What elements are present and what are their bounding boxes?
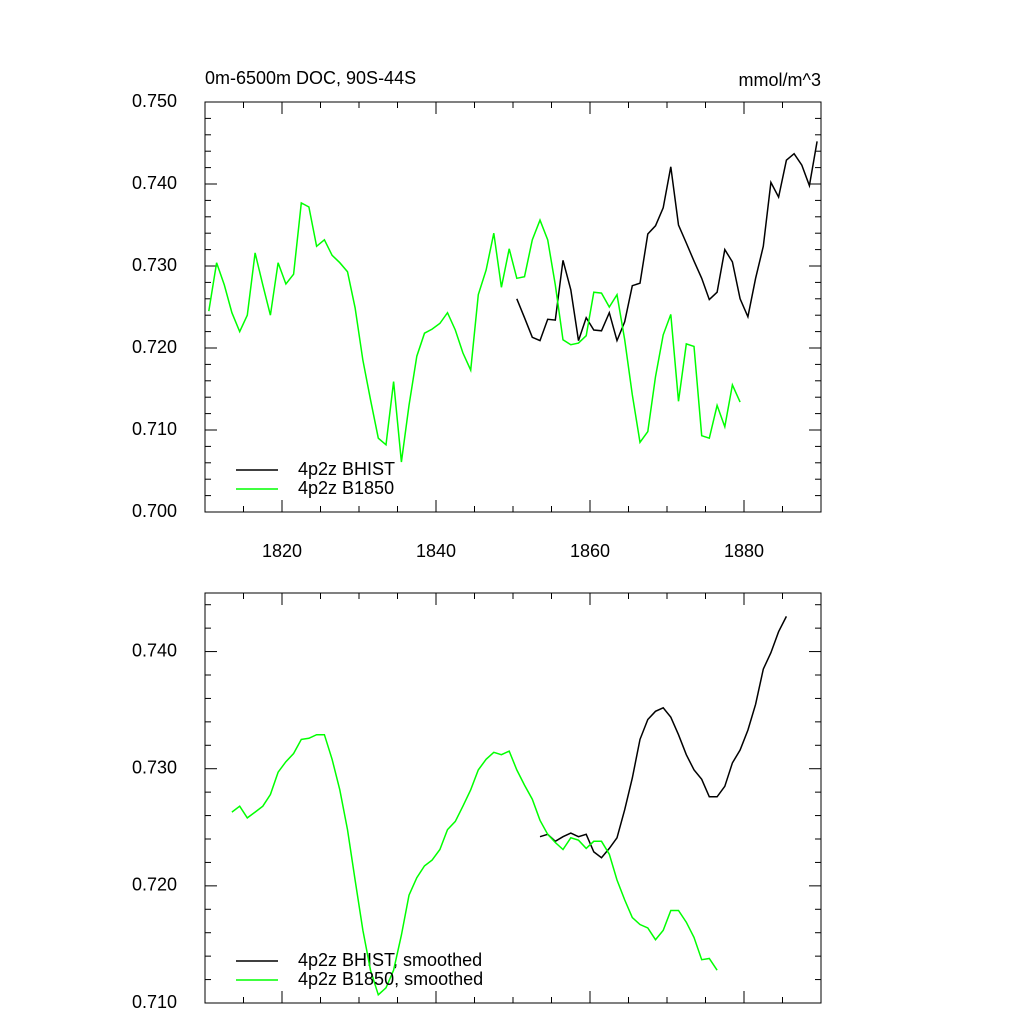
y-tick-label: 0.720 xyxy=(132,875,177,895)
legend-label: 4p2z B1850 xyxy=(298,478,394,498)
y-tick-label: 0.740 xyxy=(132,173,177,193)
y-tick-label: 0.720 xyxy=(132,337,177,357)
legend-label: 4p2z BHIST, smoothed xyxy=(298,950,482,970)
series-line xyxy=(208,201,741,463)
y-tick-label: 0.740 xyxy=(132,640,177,660)
y-tick-label: 0.730 xyxy=(132,255,177,275)
series-line xyxy=(516,141,818,343)
y-tick-label: 0.750 xyxy=(132,91,177,111)
x-tick-label: 1860 xyxy=(570,541,610,561)
legend-label: 4p2z B1850, smoothed xyxy=(298,969,483,989)
y-tick-label: 0.710 xyxy=(132,992,177,1012)
y-tick-label: 0.730 xyxy=(132,757,177,777)
units-label: mmol/m^3 xyxy=(739,70,821,90)
series-line xyxy=(231,733,718,997)
y-tick-label: 0.700 xyxy=(132,501,177,521)
x-tick-label: 1840 xyxy=(416,541,456,561)
y-tick-label: 0.710 xyxy=(132,419,177,439)
series-line xyxy=(539,616,788,859)
plot-frame xyxy=(204,592,822,1004)
chart-title: 0m-6500m DOC, 90S-44S xyxy=(205,68,416,88)
x-tick-label: 1880 xyxy=(724,541,764,561)
x-tick-label: 1820 xyxy=(262,541,302,561)
legend-label: 4p2z BHIST xyxy=(298,459,395,479)
plot-frame xyxy=(204,101,822,513)
